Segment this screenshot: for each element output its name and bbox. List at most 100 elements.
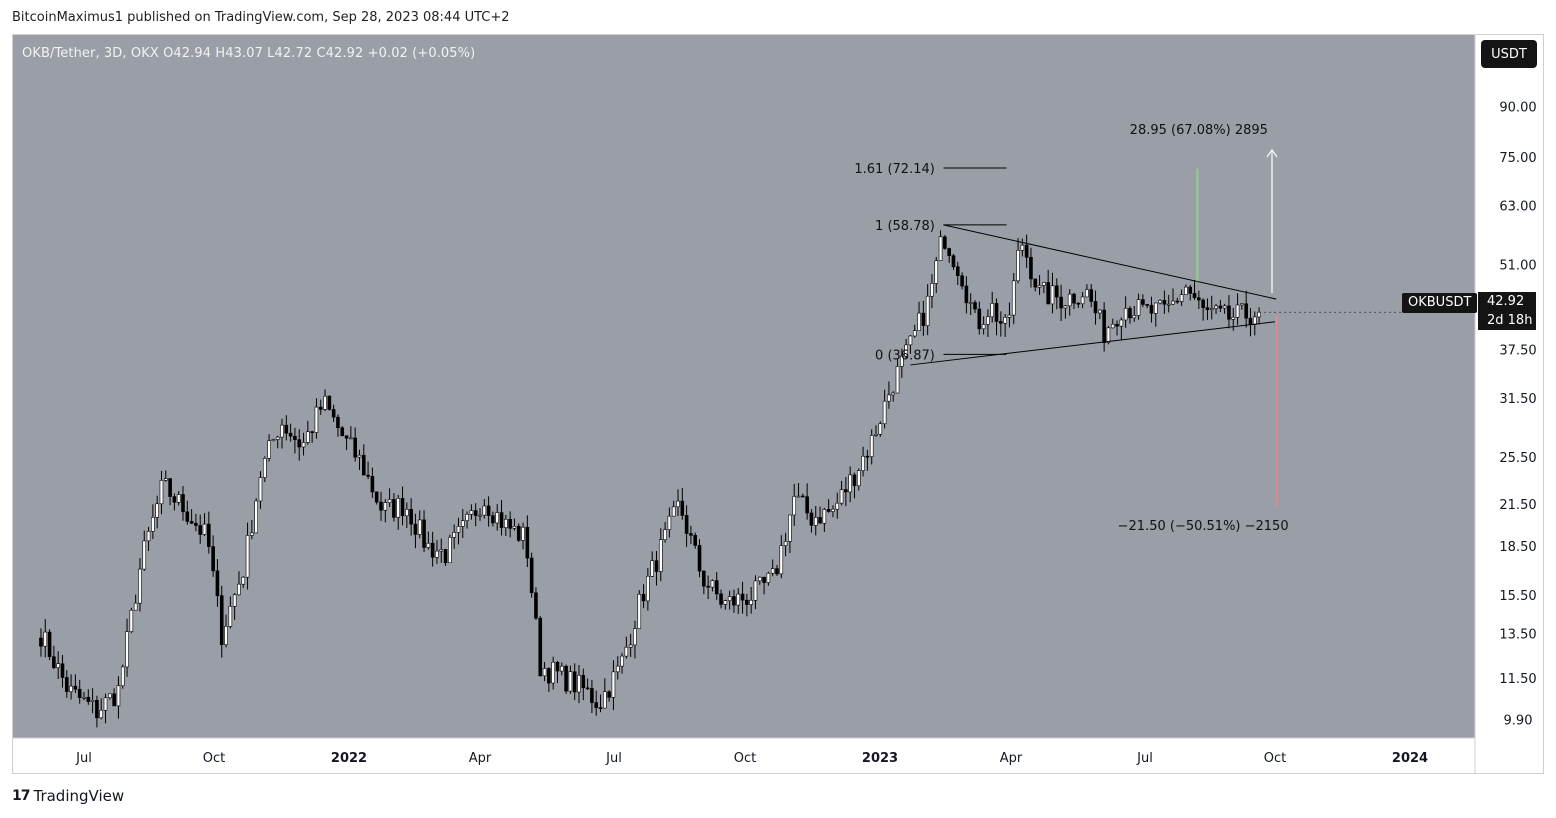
candle-body xyxy=(1067,293,1072,307)
candle-body xyxy=(426,542,431,548)
candle-body xyxy=(904,344,908,357)
candle-body xyxy=(142,540,147,570)
candle-body xyxy=(1089,289,1094,302)
price-axis-tick: 75.00 xyxy=(1499,151,1536,166)
candle-body xyxy=(116,685,121,707)
candle-body xyxy=(1214,305,1218,309)
candle-body xyxy=(848,474,852,493)
candle-body xyxy=(211,546,215,572)
candle-body xyxy=(198,525,203,535)
candle-body xyxy=(465,513,469,521)
candle-body xyxy=(895,366,900,394)
candle-body xyxy=(706,585,710,588)
candle-body xyxy=(159,480,164,505)
candle-body xyxy=(714,580,719,595)
candle-body xyxy=(680,500,685,516)
candle-body xyxy=(379,501,383,511)
candle-body xyxy=(1123,308,1128,321)
target-down-label: −21.50 (−50.51%) −2150 xyxy=(1118,519,1289,534)
candle-body xyxy=(637,593,642,629)
target-up-label: 28.95 (67.08%) 2895 xyxy=(1130,123,1268,138)
candle-body xyxy=(994,303,999,322)
candle-body xyxy=(1128,308,1132,319)
candle-body xyxy=(318,406,323,410)
candle-body xyxy=(47,631,52,658)
price-axis-tick: 37.50 xyxy=(1499,344,1536,359)
candle-body xyxy=(1205,307,1210,310)
candle-body xyxy=(766,572,771,583)
candle-body xyxy=(964,285,969,304)
time-axis-tick: Jul xyxy=(75,751,92,766)
candle-body xyxy=(1184,286,1188,295)
candle-body xyxy=(306,431,310,443)
candle-body xyxy=(581,674,586,689)
candle-body xyxy=(155,503,159,518)
candle-body xyxy=(826,509,831,512)
candle-body xyxy=(900,355,904,367)
candle-body xyxy=(542,668,547,677)
candle-body xyxy=(925,295,930,326)
candle-body xyxy=(1175,300,1180,303)
candle-body xyxy=(1110,323,1115,329)
fib-level-label: 0 (36.87) xyxy=(875,348,935,363)
candle-body xyxy=(641,593,646,602)
candle-body xyxy=(594,702,599,708)
currency-button[interactable]: USDT xyxy=(1481,40,1537,68)
candle-body xyxy=(999,321,1003,324)
candle-body xyxy=(284,424,289,434)
candle-body xyxy=(486,505,491,516)
candle-body xyxy=(293,435,297,440)
candle-body xyxy=(327,395,332,410)
candle-body xyxy=(512,525,517,529)
candle-body xyxy=(1046,282,1050,305)
candle-body xyxy=(146,531,151,542)
candle-body xyxy=(90,700,95,702)
time-axis-tick: Oct xyxy=(203,751,225,766)
candle-body xyxy=(301,442,306,448)
candle-body xyxy=(383,502,388,511)
candle-body xyxy=(986,316,990,325)
candle-body xyxy=(366,474,370,477)
target-down-bar xyxy=(1275,314,1278,507)
candle-body xyxy=(448,537,452,564)
candle-body xyxy=(818,517,822,524)
candle-body xyxy=(1188,286,1193,294)
candle-body xyxy=(262,458,267,478)
candle-body xyxy=(336,416,340,429)
candle-body xyxy=(955,266,960,277)
price-axis-tick: 13.50 xyxy=(1499,627,1536,642)
candle-body xyxy=(745,599,749,605)
candle-body xyxy=(194,522,198,526)
price-axis-tick: 9.90 xyxy=(1504,714,1533,729)
candle-body xyxy=(422,519,426,548)
candle-body xyxy=(934,260,939,284)
candle-body xyxy=(86,696,91,702)
candle-body xyxy=(1132,315,1137,319)
candle-body xyxy=(133,602,138,611)
candle-body xyxy=(663,529,667,541)
candle-body xyxy=(478,514,482,517)
candle-body xyxy=(1235,304,1240,318)
candle-body xyxy=(112,693,116,707)
brand-name: TradingView xyxy=(33,787,125,805)
candle-body xyxy=(1093,301,1098,314)
candle-body xyxy=(796,495,801,498)
price-axis-tick: 90.00 xyxy=(1499,101,1536,116)
candle-body xyxy=(219,595,224,645)
candle-body xyxy=(835,502,840,510)
time-axis-tick: Oct xyxy=(1264,751,1286,766)
fib-level-label: 1 (58.78) xyxy=(875,219,935,234)
price-axis-tick: 63.00 xyxy=(1499,200,1536,215)
candle-body xyxy=(1171,300,1175,305)
candle-body xyxy=(469,510,474,515)
candle-body xyxy=(409,509,413,525)
tradingview-logo[interactable]: 𝟭𝟳 TradingView xyxy=(12,787,124,805)
candle-body xyxy=(658,539,663,572)
candle-body xyxy=(732,596,736,606)
candle-body xyxy=(882,400,887,425)
candle-body xyxy=(697,545,702,572)
candle-body xyxy=(792,496,797,516)
price-chart[interactable]: 90.00 75.00 63.00 51.00 37.50 31.50 25.50 21.50… xyxy=(13,35,1543,773)
candle-body xyxy=(968,302,973,304)
candle-body xyxy=(103,697,108,711)
